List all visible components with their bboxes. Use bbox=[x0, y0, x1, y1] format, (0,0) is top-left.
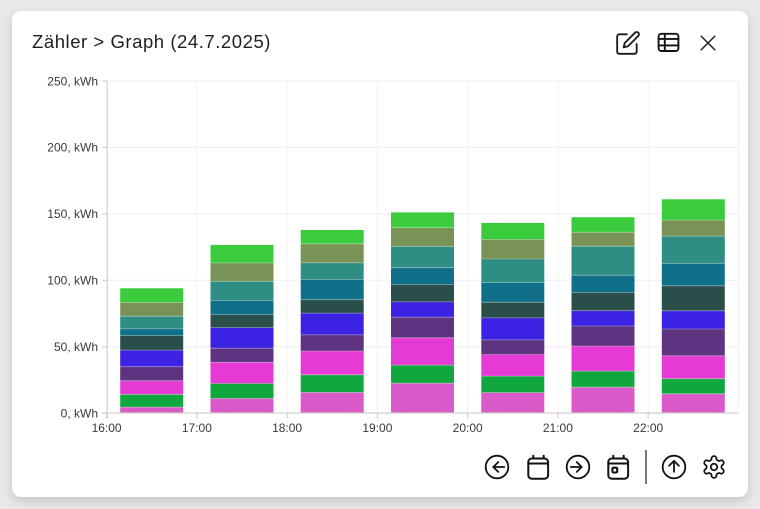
svg-text:50, kWh: 50, kWh bbox=[54, 340, 98, 354]
svg-text:18:00: 18:00 bbox=[272, 421, 302, 435]
svg-text:20:00: 20:00 bbox=[453, 421, 483, 435]
svg-text:22:00: 22:00 bbox=[633, 421, 663, 435]
svg-text:200, kWh: 200, kWh bbox=[47, 141, 98, 155]
svg-text:100, kWh: 100, kWh bbox=[47, 274, 98, 288]
svg-text:0, kWh: 0, kWh bbox=[61, 406, 98, 420]
svg-text:17:00: 17:00 bbox=[182, 421, 212, 435]
svg-text:150, kWh: 150, kWh bbox=[47, 207, 98, 221]
svg-text:19:00: 19:00 bbox=[362, 421, 392, 435]
svg-text:250, kWh: 250, kWh bbox=[47, 74, 98, 88]
svg-text:16:00: 16:00 bbox=[92, 421, 122, 435]
svg-text:21:00: 21:00 bbox=[543, 421, 573, 435]
